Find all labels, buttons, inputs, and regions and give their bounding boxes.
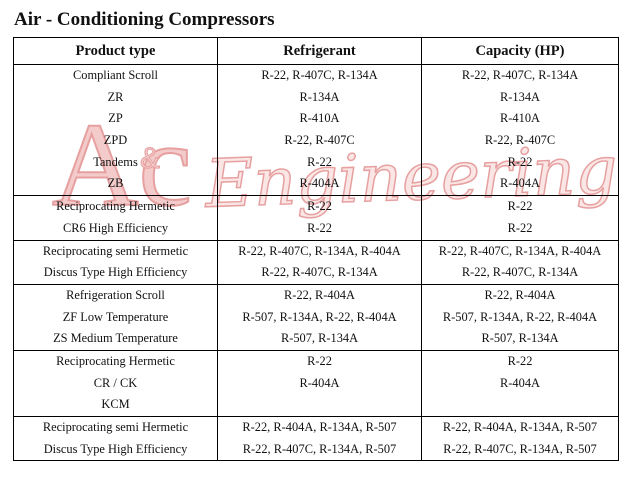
- table-cell-line: R-404A: [500, 375, 540, 390]
- table-cell-line: Tandems: [93, 154, 138, 169]
- table-cell-line: R-22, R-407C, R-134A, R-507: [443, 441, 597, 456]
- page-title: Air - Conditioning Compressors: [14, 9, 275, 30]
- table-cell-line: R-22: [307, 154, 332, 169]
- header-capacity: Capacity (HP): [421, 37, 619, 65]
- table-cell-line: ZB: [107, 176, 124, 191]
- table-cell-line: ZF Low Temperature: [62, 309, 169, 324]
- table-cell-line: R-22: [307, 220, 332, 235]
- refrigerant-cell: R-22 R-404A: [217, 349, 422, 418]
- table-cell-line: R-134A: [299, 89, 340, 104]
- table-cell-line: Reciprocating Hermetic: [56, 353, 175, 368]
- table-cell-line: R-22, R-407C, R-134A, R-404A: [438, 243, 602, 258]
- table-cell-line: R-22, R-407C, R-134A: [261, 68, 378, 82]
- table-cell-line: ZPD: [103, 133, 128, 148]
- table-cell-line: R-22, R-407C, R-134A: [261, 265, 378, 280]
- table-cell-line: R-22, R-407C, R-134A, R-507: [242, 441, 397, 456]
- table-row-group: Reciprocating semi Hermetic Discus Type H…: [13, 239, 619, 285]
- refrigerant-cell: R-22, R-407C, R-134A R-134A R-410A R-22, R-…: [217, 63, 422, 197]
- table-cell-line: Refrigeration Scroll: [66, 287, 165, 302]
- table-row-group: Reciprocating semi Hermetic Discus Type H…: [13, 415, 619, 462]
- product-type-cell: Reciprocating semi Hermetic Discus Type H…: [13, 415, 218, 462]
- table-cell-line: R-22, R-404A, R-134A, R-507: [242, 420, 397, 434]
- table-row-group: Compliant Scroll ZR ZP ZPD Tandems ZB R-22, R-…: [13, 63, 619, 197]
- header-product-type: Product type: [13, 37, 218, 65]
- table-cell-line: Reciprocating semi Hermetic: [42, 243, 189, 258]
- product-type-cell: Reciprocating Hermetic CR6 High Efficienc…: [13, 195, 218, 241]
- refrigerant-cell: R-22, R-407C, R-134A, R-404A R-22, R-407C…: [217, 239, 422, 285]
- table-cell-line: ZR: [107, 89, 124, 104]
- table-cell-line: R-507, R-134A: [280, 331, 359, 346]
- table-cell-line: R-22, R-407C, R-134A: [461, 68, 579, 82]
- header-refrigerant: Refrigerant: [217, 37, 422, 65]
- table-body: Compliant Scroll ZR ZP ZPD Tandems ZB R-22, R-…: [13, 63, 619, 462]
- refrigerant-cell: R-22, R-404A, R-134A, R-507 R-22, R-407C,…: [217, 415, 422, 462]
- capacity-cell: R-22, R-407C, R-134A R-134A R-410A R-22, R-…: [421, 63, 619, 197]
- table-cell-line: R-507, R-134A, R-22, R-404A: [442, 309, 598, 324]
- compressor-table: Product type Refrigerant Capacity (HP) C…: [13, 37, 619, 462]
- table-cell-line: R-22, R-407C: [484, 133, 556, 148]
- capacity-cell: R-22 R-404A: [421, 349, 619, 418]
- table-cell-line: R-22: [507, 199, 533, 214]
- table-cell-line: CR6 High Efficiency: [62, 220, 169, 235]
- table-cell-line: R-22: [307, 353, 332, 368]
- table-cell-line: R-404A: [500, 176, 540, 191]
- table-cell-line: CR / CK: [93, 375, 138, 390]
- table-cell-line: R-22, R-404A: [284, 287, 355, 302]
- table-cell-line: Compliant Scroll: [72, 68, 158, 82]
- refrigerant-cell: R-22, R-404A R-507, R-134A, R-22, R-404A R…: [217, 283, 422, 351]
- table-cell-line: Discus Type High Efficiency: [43, 441, 188, 456]
- refrigerant-cell: R-22 R-22: [217, 195, 422, 241]
- product-type-cell: Refrigeration Scroll ZF Low Temperature ZS…: [13, 283, 218, 351]
- table-cell-line: R-507, R-134A: [481, 331, 559, 346]
- table-cell-line: ZS Medium Temperature: [53, 331, 178, 346]
- table-cell-line: R-22, R-404A, R-134A, R-507: [442, 420, 598, 434]
- table-cell-line: R-22: [507, 220, 533, 235]
- table-cell-line: R-22, R-407C, R-134A, R-404A: [238, 243, 401, 258]
- table-cell-line: Reciprocating semi Hermetic: [42, 420, 189, 434]
- table-cell-line: ZP: [108, 111, 123, 126]
- product-type-cell: Compliant Scroll ZR ZP ZPD Tandems ZB: [13, 63, 218, 197]
- capacity-cell: R-22, R-407C, R-134A, R-404A R-22, R-407C…: [421, 239, 619, 285]
- table-cell-line: R-410A: [299, 111, 340, 126]
- header-row: Product type Refrigerant Capacity (HP): [13, 37, 619, 65]
- capacity-cell: R-22, R-404A, R-134A, R-507 R-22, R-407C,…: [421, 415, 619, 462]
- table-row-group: Reciprocating Hermetic CR6 High Efficienc…: [13, 195, 619, 241]
- table-cell-line: R-22: [307, 199, 332, 214]
- table-cell-line: R-22: [507, 353, 533, 368]
- table-cell-line: [218, 394, 421, 416]
- table-row-group: Reciprocating Hermetic CR / CK KCM R-22 R-40…: [13, 349, 619, 418]
- table-cell-line: R-507, R-134A, R-22, R-404A: [242, 309, 397, 324]
- table-cell-line: R-22, R-407C, R-134A: [461, 265, 579, 280]
- product-type-cell: Reciprocating semi Hermetic Discus Type H…: [13, 239, 218, 285]
- table-cell-line: R-404A: [299, 176, 340, 191]
- table-cell-line: KCM: [101, 397, 130, 412]
- table-cell-line: [422, 394, 618, 416]
- table-cell-line: R-22: [507, 154, 533, 169]
- table-cell-line: R-22, R-407C: [284, 133, 355, 148]
- table-row-group: Refrigeration Scroll ZF Low Temperature ZS…: [13, 283, 619, 351]
- table-cell-line: R-404A: [299, 375, 340, 390]
- table-cell-line: Reciprocating Hermetic: [56, 199, 175, 214]
- table-cell-line: R-410A: [500, 111, 540, 126]
- product-type-cell: Reciprocating Hermetic CR / CK KCM: [13, 349, 218, 418]
- table-cell-line: R-22, R-404A: [484, 287, 556, 302]
- table-cell-line: Discus Type High Efficiency: [43, 265, 188, 280]
- capacity-cell: R-22 R-22: [421, 195, 619, 241]
- capacity-cell: R-22, R-404A R-507, R-134A, R-22, R-404A R…: [421, 283, 619, 351]
- table-cell-line: R-134A: [500, 89, 540, 104]
